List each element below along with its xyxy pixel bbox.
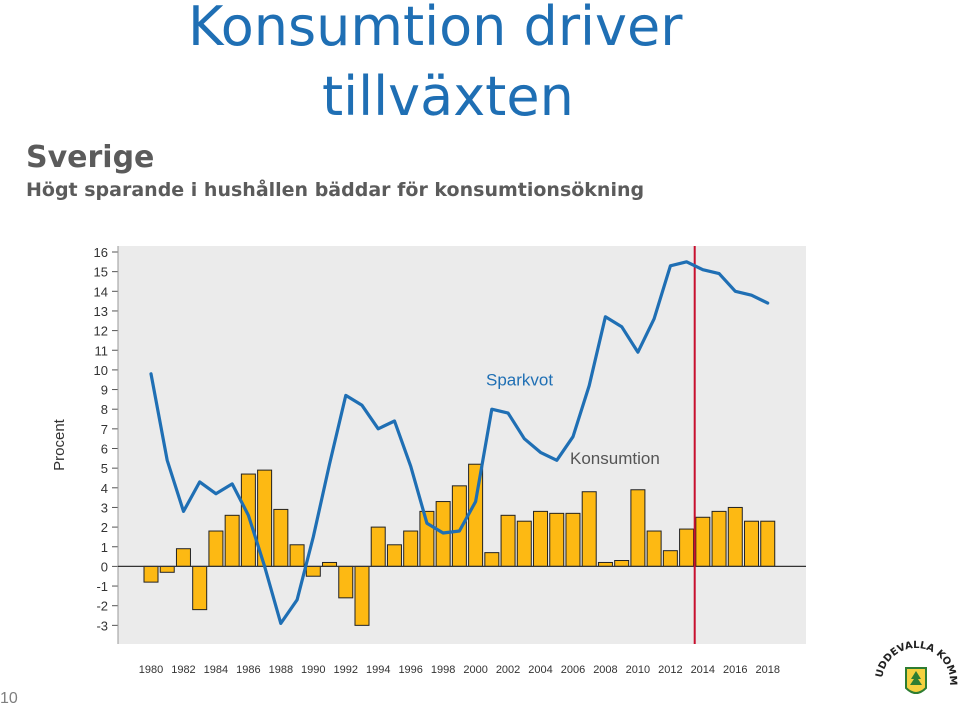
y-tick-label: -2: [96, 599, 108, 614]
x-tick-label: 1998: [431, 664, 455, 676]
y-tick-label: 16: [94, 245, 108, 260]
bar-konsumtion: [646, 530, 662, 567]
slide-title-line-2: tillväxten: [322, 65, 574, 128]
x-tick-label: 2012: [658, 664, 682, 676]
y-tick-label: -1: [96, 579, 108, 594]
x-tick-label: 1986: [236, 664, 260, 676]
y-tick-label: 13: [94, 304, 108, 319]
bar-konsumtion: [533, 510, 549, 567]
bar-konsumtion: [581, 491, 597, 567]
bar-konsumtion: [159, 565, 175, 573]
y-tick-label: 6: [101, 442, 108, 457]
bar-konsumtion: [516, 520, 532, 567]
y-tick-label: 11: [95, 343, 109, 358]
bar-konsumtion: [370, 526, 386, 567]
bar-konsumtion: [565, 512, 581, 567]
x-tick-label: 1982: [171, 664, 195, 676]
x-tick-label: 2010: [626, 664, 650, 676]
bar-konsumtion: [614, 560, 630, 567]
y-tick-label: -3: [96, 618, 108, 633]
chart: 161514131211109876543210-1-2-3ProcentSpa…: [51, 245, 806, 676]
y-tick-label: 0: [101, 559, 108, 574]
y-tick-label: 15: [94, 265, 108, 280]
x-tick-label: 2008: [593, 664, 617, 676]
y-tick-label: 7: [101, 422, 108, 437]
bar-konsumtion: [662, 550, 678, 567]
bar-konsumtion: [192, 565, 208, 611]
bar-konsumtion: [208, 530, 224, 567]
x-tick-label: 2004: [528, 664, 552, 676]
x-tick-label: 2006: [561, 664, 585, 676]
y-tick-label: 14: [94, 284, 108, 299]
y-tick-label: 8: [101, 402, 108, 417]
bar-konsumtion: [289, 544, 305, 567]
slide-title-line-1: Konsumtion driver: [188, 0, 683, 58]
bar-konsumtion: [403, 530, 419, 567]
series-label-konsumtion: Konsumtion: [570, 449, 660, 468]
chart-title: Sverige: [26, 140, 155, 175]
bar-konsumtion: [175, 548, 191, 567]
y-tick-label: 5: [101, 461, 108, 476]
x-tick-label: 1996: [398, 664, 422, 676]
bar-konsumtion: [679, 528, 695, 567]
bar-konsumtion: [695, 516, 711, 567]
x-tick-label: 2000: [463, 664, 487, 676]
bar-konsumtion: [484, 552, 500, 567]
bar-konsumtion: [143, 565, 159, 583]
x-tick-label: 2018: [755, 664, 779, 676]
tree-icon: [910, 671, 922, 685]
chart-heading: Sverige Högt sparande i hushållen bäddar…: [26, 140, 644, 202]
bar-konsumtion: [451, 485, 467, 567]
bar-konsumtion: [630, 489, 646, 567]
line-sparkvot: [149, 260, 770, 625]
x-tick-label: 1980: [139, 664, 163, 676]
chart-subtitle: Högt sparande i hushållen bäddar för kon…: [26, 179, 645, 201]
bar-konsumtion: [744, 520, 760, 567]
bar-konsumtion: [305, 565, 321, 577]
bar-konsumtion: [338, 565, 354, 599]
x-tick-label: 1984: [204, 664, 228, 676]
bar-konsumtion: [711, 510, 727, 567]
bar-konsumtion: [760, 520, 776, 567]
y-tick-label: 4: [101, 481, 108, 496]
y-tick-label: 2: [101, 520, 108, 535]
y-tick-label: 1: [101, 540, 108, 555]
bar-konsumtion: [224, 514, 240, 567]
bar-konsumtion: [727, 506, 743, 567]
y-tick-label: 12: [94, 324, 108, 339]
x-tick-label: 1990: [301, 664, 325, 676]
page-number: 10: [0, 690, 18, 707]
x-tick-label: 2016: [723, 664, 747, 676]
plot-background: [118, 246, 806, 644]
y-tick-label: 9: [101, 383, 108, 398]
bar-konsumtion: [549, 512, 565, 567]
bar-konsumtion: [500, 514, 516, 567]
bar-konsumtion: [273, 508, 289, 567]
x-tick-label: 1992: [334, 664, 358, 676]
y-tick-label: 3: [101, 500, 108, 515]
x-tick-label: 2014: [691, 664, 715, 676]
x-tick-label: 1988: [269, 664, 293, 676]
uddevalla-logo: UDDEVALLA KOMMUN: [872, 638, 958, 694]
y-tick-label: 10: [94, 363, 108, 378]
series-label-sparkvot: Sparkvot: [486, 371, 553, 390]
x-tick-label: 2002: [496, 664, 520, 676]
bar-konsumtion: [386, 544, 402, 567]
x-tick-label: 1994: [366, 664, 390, 676]
y-axis-label: Procent: [51, 418, 68, 471]
bar-konsumtion: [354, 565, 370, 626]
